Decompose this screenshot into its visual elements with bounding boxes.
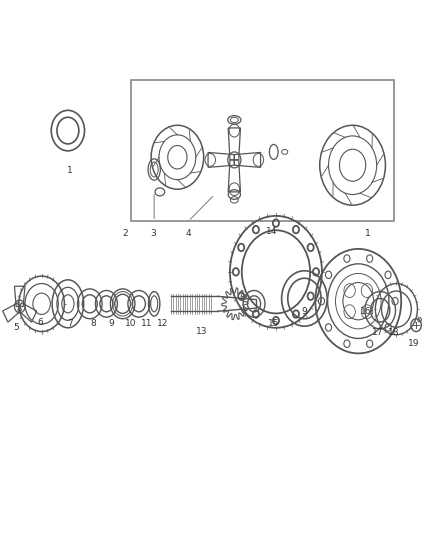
Text: 10: 10 [125,319,136,328]
Text: 1: 1 [365,229,371,238]
Text: 3: 3 [150,229,156,238]
Text: 11: 11 [141,319,152,328]
Text: 4: 4 [186,229,191,238]
Text: 6: 6 [38,318,44,327]
Text: 19: 19 [408,340,420,348]
Text: 12: 12 [157,319,169,328]
Text: 18: 18 [389,328,400,337]
Text: 5: 5 [14,323,20,332]
Text: 9: 9 [109,319,115,328]
Text: 1: 1 [67,166,73,175]
Text: 15: 15 [268,319,279,328]
Text: 16: 16 [360,308,371,316]
Text: 2: 2 [122,229,127,238]
Text: 17: 17 [372,328,383,337]
Text: 7: 7 [67,319,73,328]
Text: 8: 8 [90,319,96,328]
Text: 13: 13 [196,327,207,336]
FancyBboxPatch shape [131,80,394,221]
Text: 14: 14 [266,228,277,236]
Text: 9: 9 [301,308,307,316]
